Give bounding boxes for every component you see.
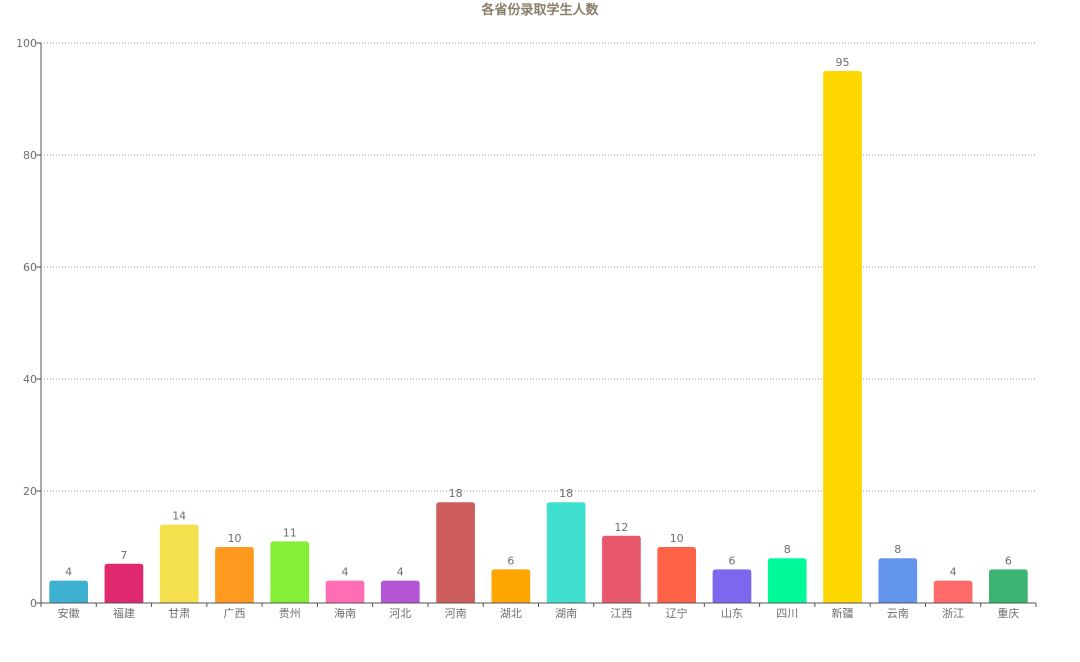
bar-10[interactable] bbox=[602, 535, 641, 603]
bar-5[interactable] bbox=[325, 580, 365, 603]
value-label-4: 11 bbox=[283, 526, 297, 539]
x-tick-label-4: 贵州 bbox=[279, 607, 301, 620]
y-tick-label-100: 100 bbox=[16, 37, 37, 50]
value-label-13: 8 bbox=[784, 543, 791, 556]
chart-title: 各省份录取学生人数 bbox=[480, 2, 599, 18]
bar-2[interactable] bbox=[159, 524, 199, 603]
x-tick-label-0: 安徽 bbox=[58, 606, 80, 620]
x-tick-label-12: 山东 bbox=[721, 607, 743, 620]
bar-14[interactable] bbox=[823, 71, 862, 603]
value-label-0: 4 bbox=[65, 566, 72, 579]
y-axis: 0 20 40 60 80 100 bbox=[16, 37, 42, 610]
y-tick-label-80: 80 bbox=[23, 149, 37, 162]
bars bbox=[49, 71, 1028, 603]
x-axis: 安徽 福建 甘肃 广西 贵州 海南 河北 河南 湖北 湖南 江西 辽宁 山东 四川 新疆 云南 浙江 重庆 bbox=[40, 602, 1037, 620]
grid-lines bbox=[41, 42, 1036, 492]
bar-12[interactable] bbox=[712, 569, 752, 603]
bar-4[interactable] bbox=[270, 541, 310, 603]
bar-17[interactable] bbox=[989, 569, 1028, 603]
x-tick-label-9: 湖南 bbox=[555, 607, 577, 620]
x-tick-label-8: 湖北 bbox=[500, 607, 522, 620]
value-labels: 4 7 14 10 11 4 4 18 6 18 12 10 6 8 95 8 4 6 bbox=[65, 56, 1012, 579]
value-label-6: 4 bbox=[397, 566, 404, 579]
y-tick-label-20: 20 bbox=[23, 485, 37, 498]
value-label-8: 6 bbox=[507, 554, 514, 567]
y-tick-label-60: 60 bbox=[23, 261, 37, 274]
bar-16[interactable] bbox=[933, 580, 973, 603]
value-label-15: 8 bbox=[894, 543, 901, 556]
bar-13[interactable] bbox=[767, 558, 807, 603]
bar-11[interactable] bbox=[657, 547, 697, 603]
x-tick-label-3: 广西 bbox=[223, 607, 245, 620]
bar-1[interactable] bbox=[104, 563, 144, 603]
bar-3[interactable] bbox=[215, 547, 254, 603]
x-tick-label-7: 河南 bbox=[445, 607, 467, 620]
value-label-1: 7 bbox=[120, 549, 127, 562]
value-label-7: 18 bbox=[449, 487, 463, 500]
value-label-12: 6 bbox=[728, 554, 735, 567]
x-tick-label-14: 新疆 bbox=[832, 606, 854, 620]
x-tick-label-11: 辽宁 bbox=[666, 606, 688, 620]
x-tick-label-16: 浙江 bbox=[942, 607, 964, 620]
bar-7[interactable] bbox=[436, 502, 475, 603]
x-tick-label-6: 河北 bbox=[389, 607, 411, 620]
bar-9[interactable] bbox=[546, 502, 586, 603]
y-tick-label-40: 40 bbox=[23, 373, 37, 386]
x-tick-label-1: 福建 bbox=[113, 606, 135, 620]
value-label-3: 10 bbox=[227, 532, 241, 545]
x-tick-label-2: 甘肃 bbox=[168, 607, 190, 620]
x-tick-label-15: 云南 bbox=[887, 607, 909, 620]
value-label-10: 12 bbox=[614, 521, 628, 534]
value-label-5: 4 bbox=[342, 566, 349, 579]
x-tick-label-13: 四川 bbox=[776, 607, 798, 620]
value-label-11: 10 bbox=[670, 532, 684, 545]
x-tick-label-17: 重庆 bbox=[997, 606, 1019, 620]
value-label-2: 14 bbox=[172, 510, 186, 523]
bar-15[interactable] bbox=[878, 558, 918, 603]
x-tick-label-5: 海南 bbox=[334, 606, 356, 620]
x-tick-label-10: 江西 bbox=[610, 607, 632, 620]
value-label-16: 4 bbox=[950, 566, 957, 579]
y-tick-label-0: 0 bbox=[30, 597, 37, 610]
bar-0[interactable] bbox=[49, 580, 88, 603]
value-label-14: 95 bbox=[836, 56, 850, 69]
bar-8[interactable] bbox=[491, 569, 531, 603]
value-label-9: 18 bbox=[559, 487, 573, 500]
value-label-17: 6 bbox=[1005, 554, 1012, 567]
bar-6[interactable] bbox=[380, 580, 420, 603]
